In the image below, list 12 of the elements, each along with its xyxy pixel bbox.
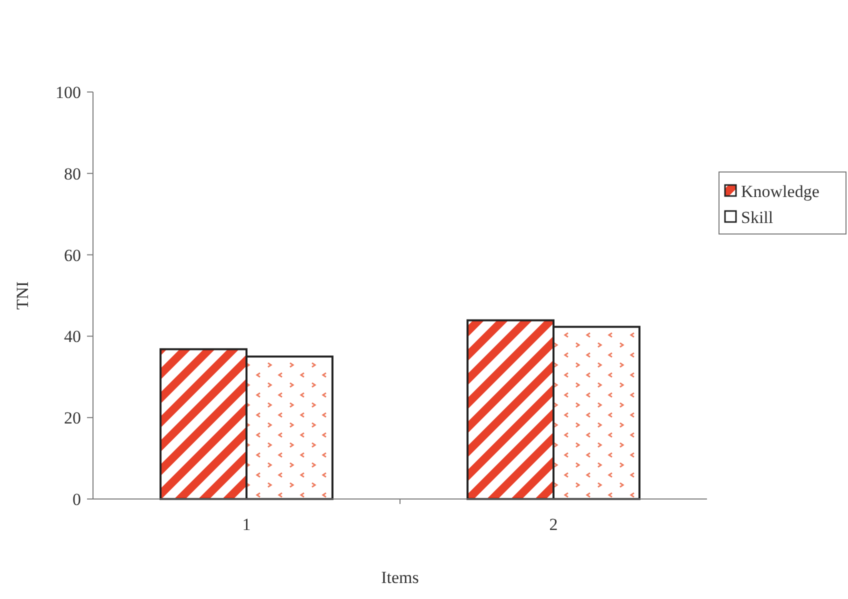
y-tick-label: 60 xyxy=(64,246,81,265)
y-tick-label: 20 xyxy=(64,408,81,428)
x-tick-label: 2 xyxy=(549,515,558,534)
y-axis-title: TNI xyxy=(13,281,32,310)
y-tick-label: 40 xyxy=(64,327,81,346)
y-tick-label: 100 xyxy=(56,82,81,102)
y-tick-label: 0 xyxy=(72,490,81,509)
x-tick-label: 1 xyxy=(242,515,251,534)
x-axis-title: Items xyxy=(381,568,419,587)
legend-label: Knowledge xyxy=(741,182,820,201)
legend-label: Skill xyxy=(741,208,774,227)
y-tick-label: 80 xyxy=(64,164,81,184)
